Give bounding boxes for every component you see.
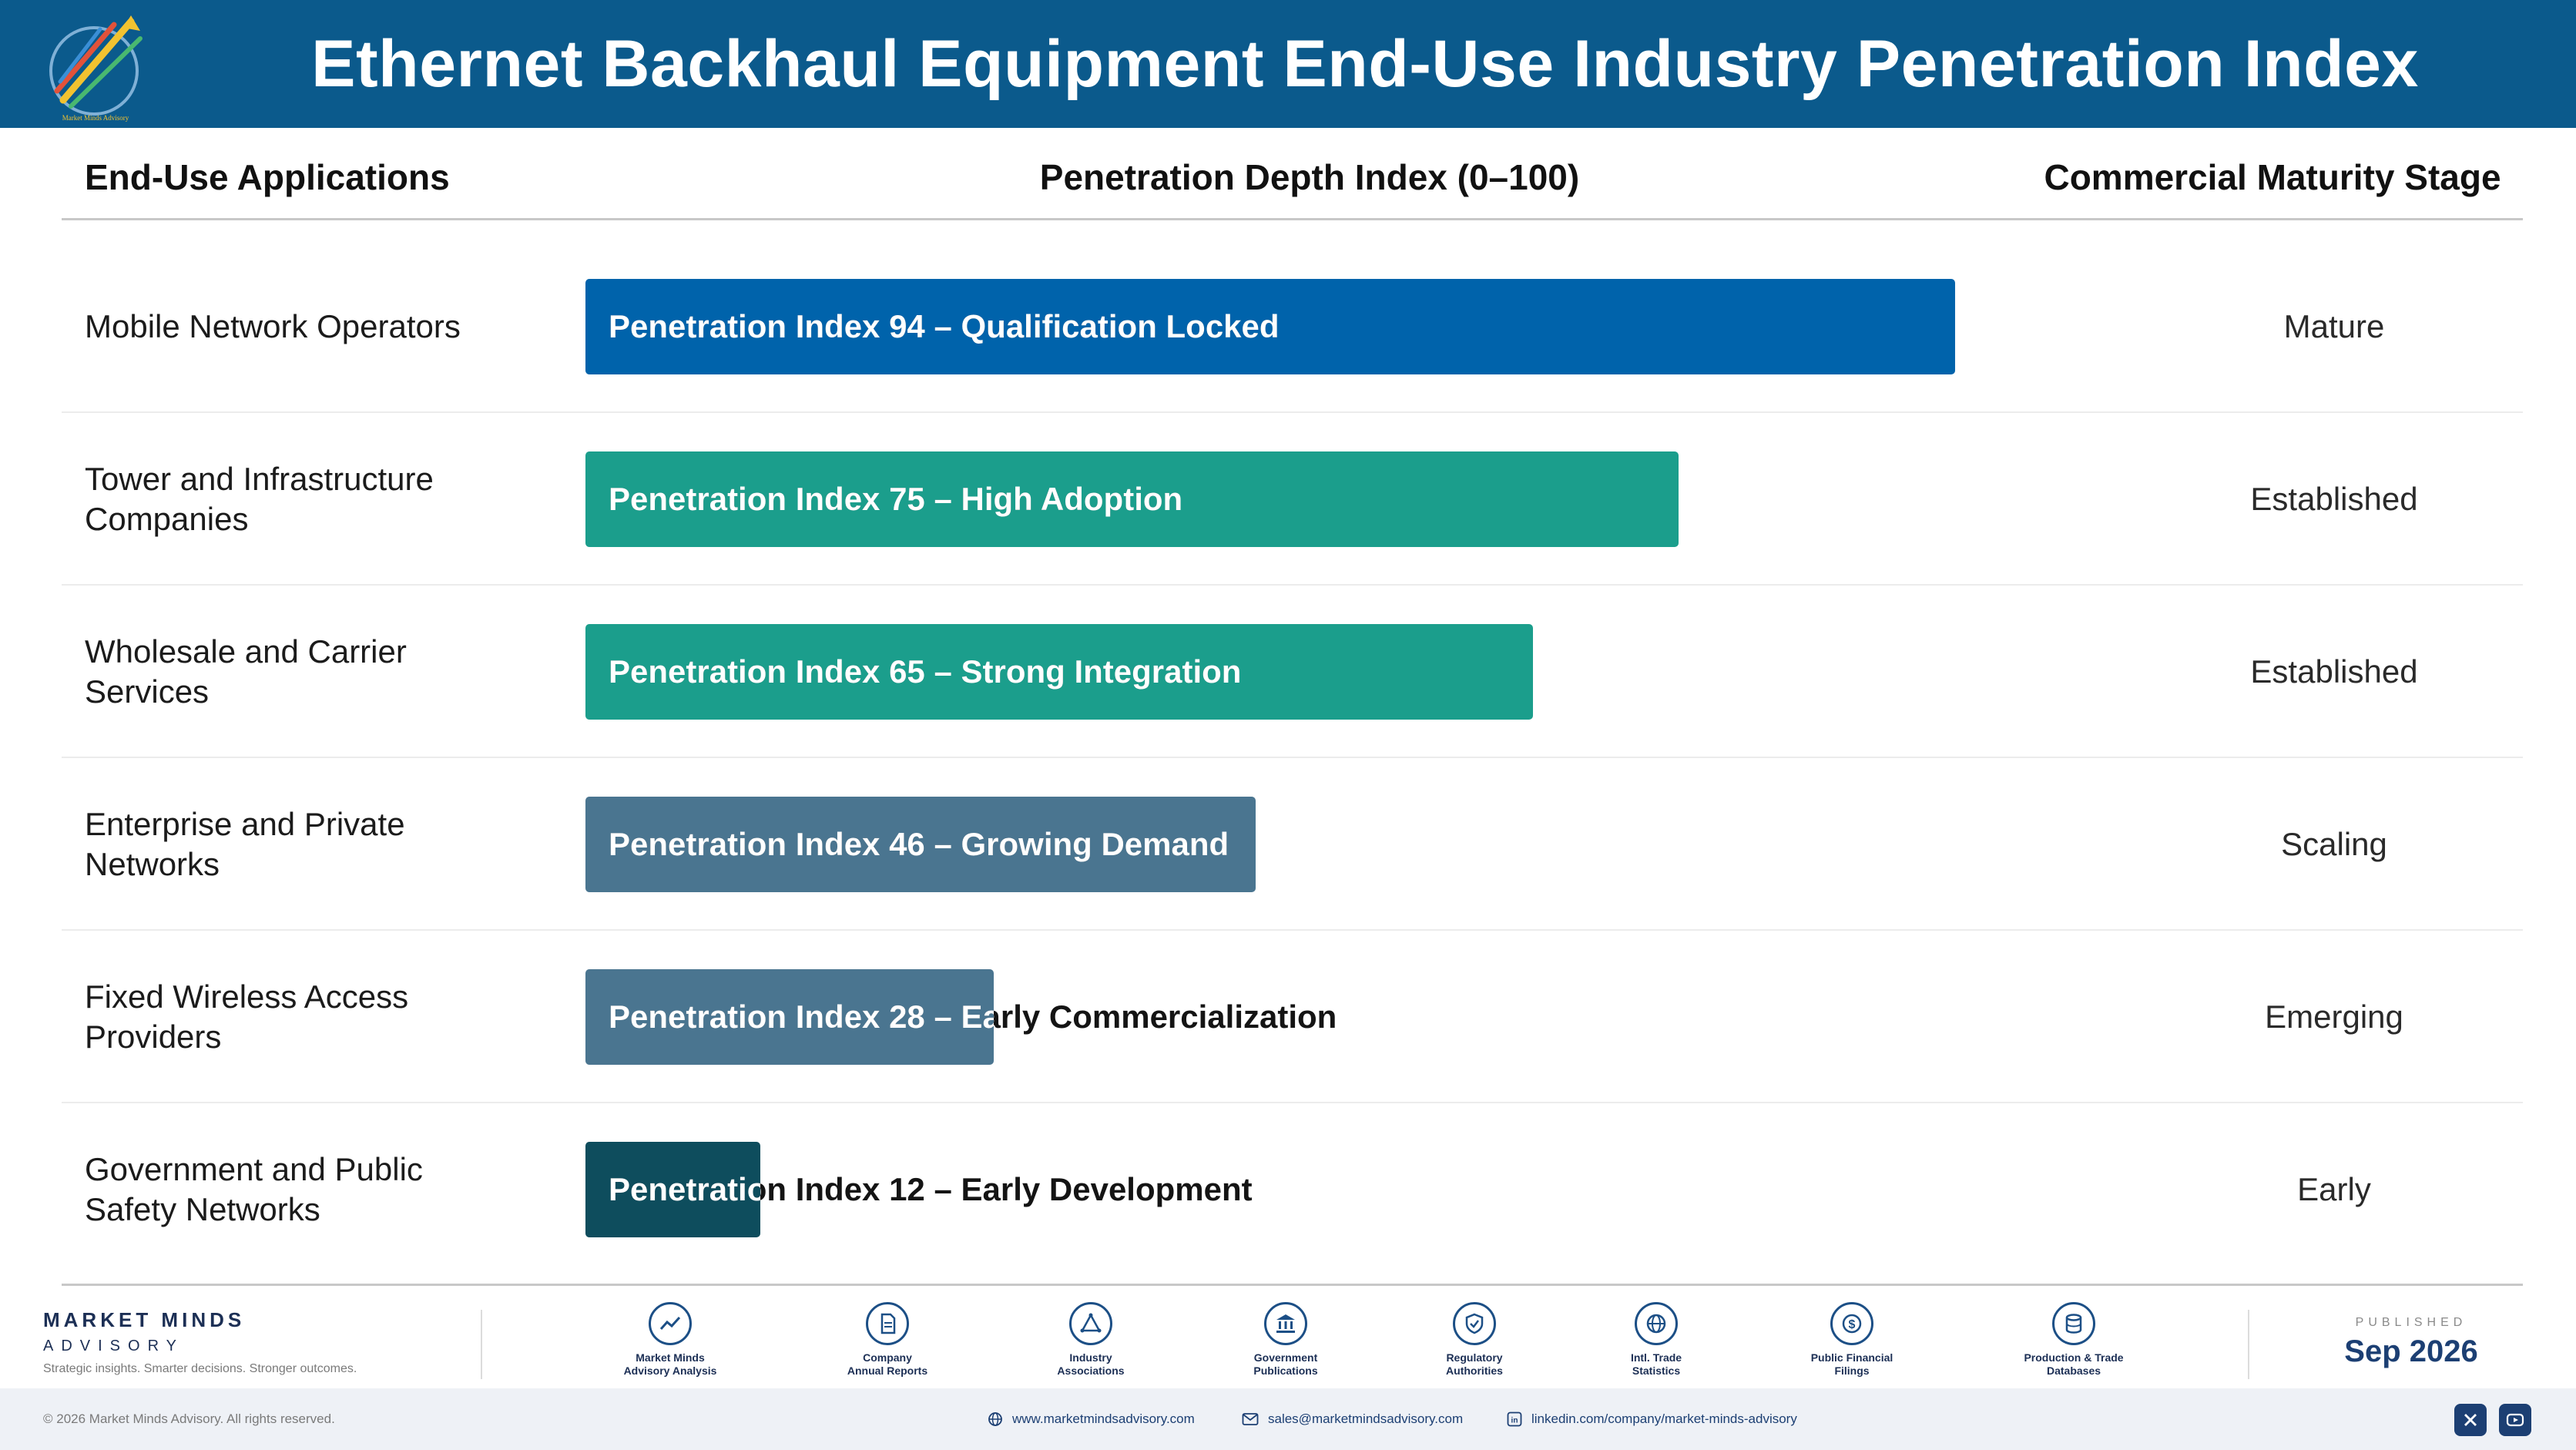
bar-data-label-overlay: Penetration Index 65 – Strong Integratio…	[609, 653, 1242, 690]
maturity-stage: Scaling	[2281, 826, 2387, 862]
bar-data-label-overlay: Penetration Index 46 – Growing Demand	[609, 826, 1229, 862]
youtube-social-button[interactable]	[2499, 1404, 2531, 1436]
brand-subtitle: ADVISORY	[43, 1338, 184, 1354]
row-divider	[62, 584, 2523, 586]
maturity-stage: Mature	[2283, 308, 2385, 344]
source-trade-statistics[interactable]: Intl. Trade Statistics	[1571, 1302, 1741, 1378]
database-icon	[2052, 1302, 2095, 1345]
source-label: Public Financial Filings	[1810, 1351, 1893, 1377]
linkedin-text: linkedin.com/company/market-minds-adviso…	[1531, 1411, 1797, 1426]
chart-row: Fixed Wireless Access Providers Penetrati…	[62, 931, 2523, 1103]
source-label: Company Annual Reports	[847, 1351, 928, 1377]
x-social-button[interactable]	[2454, 1404, 2487, 1436]
source-annual-reports[interactable]: Company Annual Reports	[803, 1302, 972, 1378]
email-link[interactable]: sales@marketmindsadvisory.com	[1242, 1388, 1463, 1450]
brand-tagline: Strategic insights. Smarter decisions. S…	[43, 1362, 357, 1375]
row-divider	[62, 411, 2523, 413]
source-label: Production & Trade Databases	[2024, 1351, 2124, 1377]
website-text: www.marketmindsadvisory.com	[1012, 1411, 1195, 1426]
company-logo[interactable]: Market Minds Advisory	[40, 8, 152, 123]
linkedin-link[interactable]: in linkedin.com/company/market-minds-adv…	[1507, 1388, 1797, 1450]
website-link[interactable]: www.marketmindsadvisory.com	[988, 1388, 1195, 1450]
globe-icon	[1635, 1302, 1678, 1345]
bar-data-label: Penetration Index 46 – Growing Demand	[609, 826, 1229, 862]
row-divider	[62, 757, 2523, 758]
chart-row: Mobile Network Operators Penetration Inde…	[62, 240, 2523, 413]
email-text: sales@marketmindsadvisory.com	[1268, 1411, 1464, 1426]
youtube-icon	[2506, 1413, 2524, 1427]
row-divider	[62, 1102, 2523, 1103]
source-government-publications[interactable]: Government Publications	[1201, 1302, 1370, 1378]
source-public-financial-filings[interactable]: $ Public Financial Filings	[1767, 1302, 1937, 1378]
source-label: Government Publications	[1253, 1351, 1318, 1377]
bar-data-label: Penetration Index 12 – Early Development	[609, 1171, 1253, 1207]
linkedin-icon: in	[1507, 1411, 1522, 1427]
chart-line-icon	[649, 1302, 692, 1345]
svg-text:in: in	[1511, 1417, 1518, 1425]
source-regulatory-authorities[interactable]: Regulatory Authorities	[1390, 1302, 1559, 1378]
chart-row: Enterprise and Private Networks Penetrati…	[62, 758, 2523, 931]
building-icon	[1264, 1302, 1307, 1345]
source-production-trade-databases[interactable]: Production & Trade Databases	[1989, 1302, 2158, 1378]
logo-icon: Market Minds Advisory	[49, 15, 143, 122]
header-banner: Market Minds Advisory Ethernet Backhaul …	[0, 0, 2576, 128]
globe-icon	[988, 1412, 1002, 1426]
index-bar	[585, 969, 994, 1065]
chart-row: Wholesale and Carrier Services Penetratio…	[62, 586, 2523, 758]
chart-row: Tower and Infrastructure Companies Penetr…	[62, 413, 2523, 586]
source-label: Market Minds Advisory Analysis	[623, 1351, 717, 1377]
category-label: Enterprise and Private Networks	[85, 806, 405, 882]
chart-row: Government and Public Safety Networks Pen…	[62, 1103, 2523, 1276]
bar-data-label: Penetration Index 28 – Early Commerciali…	[609, 999, 1337, 1035]
bar-data-label-overlay: Penetration Index 94 – Qualification Loc…	[609, 308, 1280, 344]
column-header-applications: End-Use Applications	[85, 157, 450, 197]
maturity-stage: Emerging	[2265, 999, 2403, 1035]
svg-text:Market Minds Advisory: Market Minds Advisory	[62, 114, 129, 122]
index-bar	[585, 279, 1955, 374]
column-header-index: Penetration Depth Index (0–100)	[1039, 157, 1580, 197]
footer-divider	[481, 1310, 482, 1379]
page-title: Ethernet Backhaul Equipment End-Use Indu…	[311, 27, 2419, 101]
source-label: Regulatory Authorities	[1446, 1351, 1503, 1377]
published-date: Sep 2026	[2344, 1334, 2478, 1368]
x-icon	[2464, 1414, 2477, 1426]
maturity-stage: Established	[2250, 481, 2418, 517]
category-label: Fixed Wireless Access Providers	[85, 978, 409, 1055]
category-label: Mobile Network Operators	[85, 308, 461, 344]
source-market-minds-analysis[interactable]: Market Minds Advisory Analysis	[585, 1302, 755, 1378]
maturity-stage: Established	[2250, 653, 2418, 690]
bar-data-label-overlay: Penetration Index 75 – High Adoption	[609, 481, 1183, 517]
chart-bottom-divider	[62, 1284, 2523, 1286]
row-divider	[62, 929, 2523, 931]
svg-text:$: $	[1849, 1318, 1856, 1331]
document-icon	[866, 1302, 909, 1345]
dollar-icon: $	[1830, 1302, 1873, 1345]
source-industry-associations[interactable]: Industry Associations	[1006, 1302, 1176, 1378]
source-label: Industry Associations	[1057, 1351, 1125, 1377]
footer: MARKET MINDS ADVISORY Strategic insights…	[0, 1294, 2576, 1388]
bar-data-label: Penetration Index 94 – Qualification Loc…	[609, 308, 1280, 344]
shield-icon	[1453, 1302, 1496, 1345]
index-bar	[585, 1142, 760, 1237]
category-label: Tower and Infrastructure Companies	[85, 461, 434, 537]
index-bar	[585, 624, 1533, 720]
brand-name: MARKET MINDS	[43, 1308, 246, 1331]
footer-divider	[2248, 1310, 2249, 1379]
published-label: PUBLISHED	[2355, 1316, 2467, 1329]
mail-icon	[1242, 1413, 1259, 1425]
bottom-bar: © 2026 Market Minds Advisory. All rights…	[0, 1388, 2576, 1450]
category-label: Wholesale and Carrier Services	[85, 633, 407, 710]
column-header-stage: Commercial Maturity Stage	[2044, 157, 2501, 197]
bar-data-label: Penetration Index 65 – Strong Integratio…	[609, 653, 1242, 690]
network-icon	[1069, 1302, 1112, 1345]
index-bar	[585, 451, 1679, 547]
bar-data-label: Penetration Index 75 – High Adoption	[609, 481, 1183, 517]
category-label: Government and Public Safety Networks	[85, 1151, 423, 1227]
copyright-text: © 2026 Market Minds Advisory. All rights…	[43, 1411, 335, 1426]
maturity-stage: Early	[2297, 1171, 2371, 1207]
source-label: Intl. Trade Statistics	[1630, 1351, 1682, 1377]
header-divider	[62, 218, 2523, 220]
index-bar	[585, 797, 1256, 892]
